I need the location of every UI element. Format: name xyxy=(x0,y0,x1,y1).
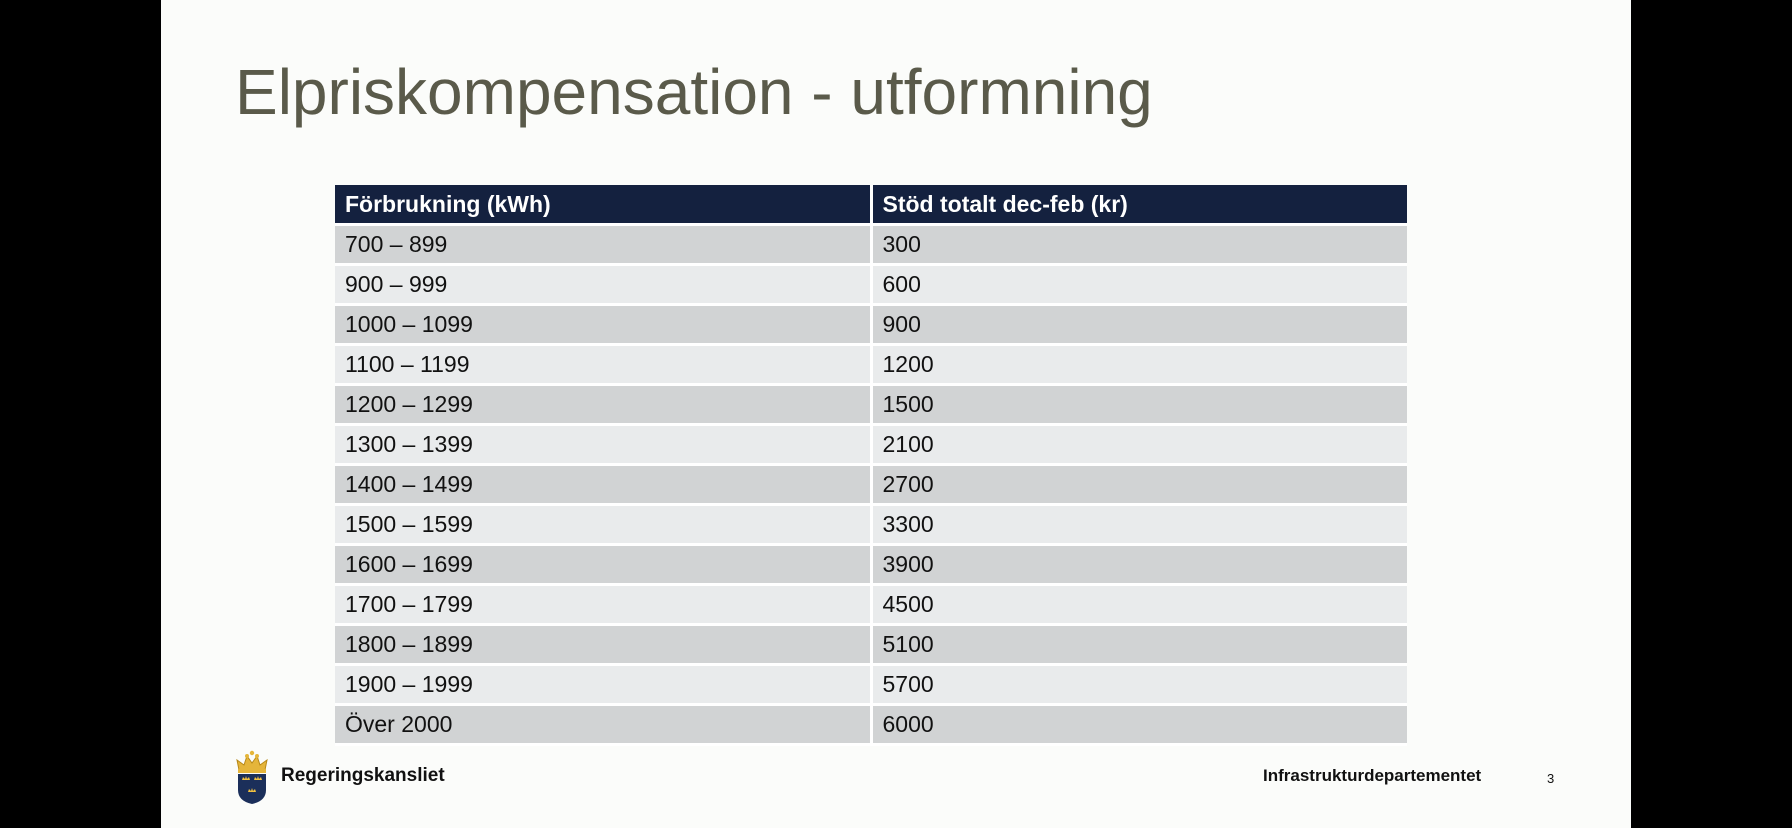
swedish-government-crest-icon xyxy=(235,748,269,804)
table-row: 1400 – 1499 2700 xyxy=(335,464,1407,506)
table-row: 1000 – 1099 900 xyxy=(335,304,1407,346)
department-name: Infrastrukturdepartementet xyxy=(1263,766,1482,785)
table-row: Över 2000 6000 xyxy=(335,704,1407,746)
table-row: 700 – 899 300 xyxy=(335,224,1407,266)
consumption-cell: 700 – 899 xyxy=(335,224,873,266)
consumption-cell: 1200 – 1299 xyxy=(335,384,873,426)
support-cell: 2100 xyxy=(871,424,1407,466)
support-cell: 900 xyxy=(871,304,1407,346)
table-row: 1900 – 1999 5700 xyxy=(335,664,1407,706)
support-cell: 2700 xyxy=(871,464,1407,506)
support-cell: 3900 xyxy=(871,544,1407,586)
consumption-cell: Över 2000 xyxy=(335,704,873,746)
support-cell: 5700 xyxy=(871,664,1407,706)
consumption-cell: 1000 – 1099 xyxy=(335,304,873,346)
consumption-cell: 1300 – 1399 xyxy=(335,424,873,466)
support-cell: 1200 xyxy=(871,344,1407,386)
column-header-consumption: Förbrukning (kWh) xyxy=(335,185,873,226)
slide-title: Elpriskompensation - utformning xyxy=(235,56,1153,128)
consumption-cell: 1800 – 1899 xyxy=(335,624,873,666)
support-cell: 300 xyxy=(871,224,1407,266)
table-row: 1300 – 1399 2100 xyxy=(335,424,1407,466)
table-row: 1500 – 1599 3300 xyxy=(335,504,1407,546)
consumption-cell: 1400 – 1499 xyxy=(335,464,873,506)
table-row: 1600 – 1699 3900 xyxy=(335,544,1407,586)
consumption-cell: 1600 – 1699 xyxy=(335,544,873,586)
support-cell: 1500 xyxy=(871,384,1407,426)
page-number: 3 xyxy=(1547,771,1555,786)
consumption-cell: 1700 – 1799 xyxy=(335,584,873,626)
compensation-table-container: Förbrukning (kWh) Stöd totalt dec-feb (k… xyxy=(335,185,1407,746)
table-row: 1200 – 1299 1500 xyxy=(335,384,1407,426)
column-header-support: Stöd totalt dec-feb (kr) xyxy=(871,185,1407,226)
support-cell: 6000 xyxy=(871,704,1407,746)
consumption-cell: 1500 – 1599 xyxy=(335,504,873,546)
slide: Elpriskompensation - utformning Förbrukn… xyxy=(161,0,1631,828)
support-cell: 600 xyxy=(871,264,1407,306)
consumption-cell: 900 – 999 xyxy=(335,264,873,306)
organization-name: Regeringskansliet xyxy=(281,765,445,786)
table-row: 1800 – 1899 5100 xyxy=(335,624,1407,666)
compensation-table: Förbrukning (kWh) Stöd totalt dec-feb (k… xyxy=(335,185,1407,746)
consumption-cell: 1100 – 1199 xyxy=(335,344,873,386)
table-row: 1700 – 1799 4500 xyxy=(335,584,1407,626)
support-cell: 3300 xyxy=(871,504,1407,546)
table-row: 1100 – 1199 1200 xyxy=(335,344,1407,386)
consumption-cell: 1900 – 1999 xyxy=(335,664,873,706)
table-header-row: Förbrukning (kWh) Stöd totalt dec-feb (k… xyxy=(335,185,1407,226)
support-cell: 4500 xyxy=(871,584,1407,626)
table-row: 900 – 999 600 xyxy=(335,264,1407,306)
support-cell: 5100 xyxy=(871,624,1407,666)
